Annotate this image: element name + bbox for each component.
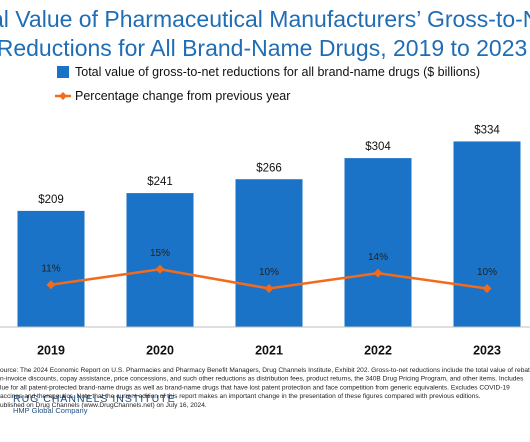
bar-value-label: $304	[365, 141, 391, 153]
bar-value-label: $209	[38, 194, 64, 206]
bar	[235, 179, 303, 327]
bar	[17, 210, 85, 327]
line-marker	[155, 264, 165, 274]
legend-label: Total value of gross-to-net reductions f…	[75, 65, 480, 79]
bar-value-label: $334	[474, 124, 500, 136]
bar	[344, 158, 412, 327]
legend-marker	[59, 92, 67, 100]
bar-value-label: $266	[256, 162, 282, 174]
line-marker	[482, 284, 492, 294]
line-value-label: 11%	[41, 263, 60, 274]
legend-swatch	[57, 66, 69, 78]
x-tick-label: 2021	[255, 343, 283, 357]
logo-subtext: HMP Global Company	[13, 406, 88, 415]
x-tick-label: 2020	[146, 343, 174, 357]
footnote: lue for all patent-protected brand-name …	[0, 384, 510, 391]
line-value-label: 15%	[150, 248, 170, 259]
bar	[453, 141, 521, 327]
line-value-label: 10%	[259, 267, 279, 278]
bar	[126, 193, 194, 327]
line-marker	[46, 280, 56, 290]
line-value-label: 14%	[368, 252, 388, 263]
line-marker	[264, 284, 274, 294]
chart-title: Reductions for All Brand-Name Drugs, 201…	[0, 35, 527, 61]
x-tick-label: 2022	[364, 343, 392, 357]
footnote: n-invoice discounts, copay assistance, p…	[0, 376, 524, 383]
footnote: ource: The 2024 Economic Report on U.S. …	[0, 367, 530, 374]
bar-value-label: $241	[147, 176, 173, 188]
footnote: ublished on Drug Channels (www.DrugChann…	[0, 402, 207, 409]
x-tick-label: 2019	[37, 343, 65, 357]
footnote: accines and therapeutics. Note that the …	[0, 393, 481, 400]
logo-text: RUG CHANNELS INSTITUTE	[13, 393, 176, 405]
line-value-label: 10%	[477, 267, 497, 278]
x-tick-label: 2023	[473, 343, 501, 357]
chart-title: otal Value of Pharmaceutical Manufacture…	[0, 6, 530, 32]
line-marker	[373, 268, 383, 278]
legend-label: Percentage change from previous year	[75, 89, 290, 103]
